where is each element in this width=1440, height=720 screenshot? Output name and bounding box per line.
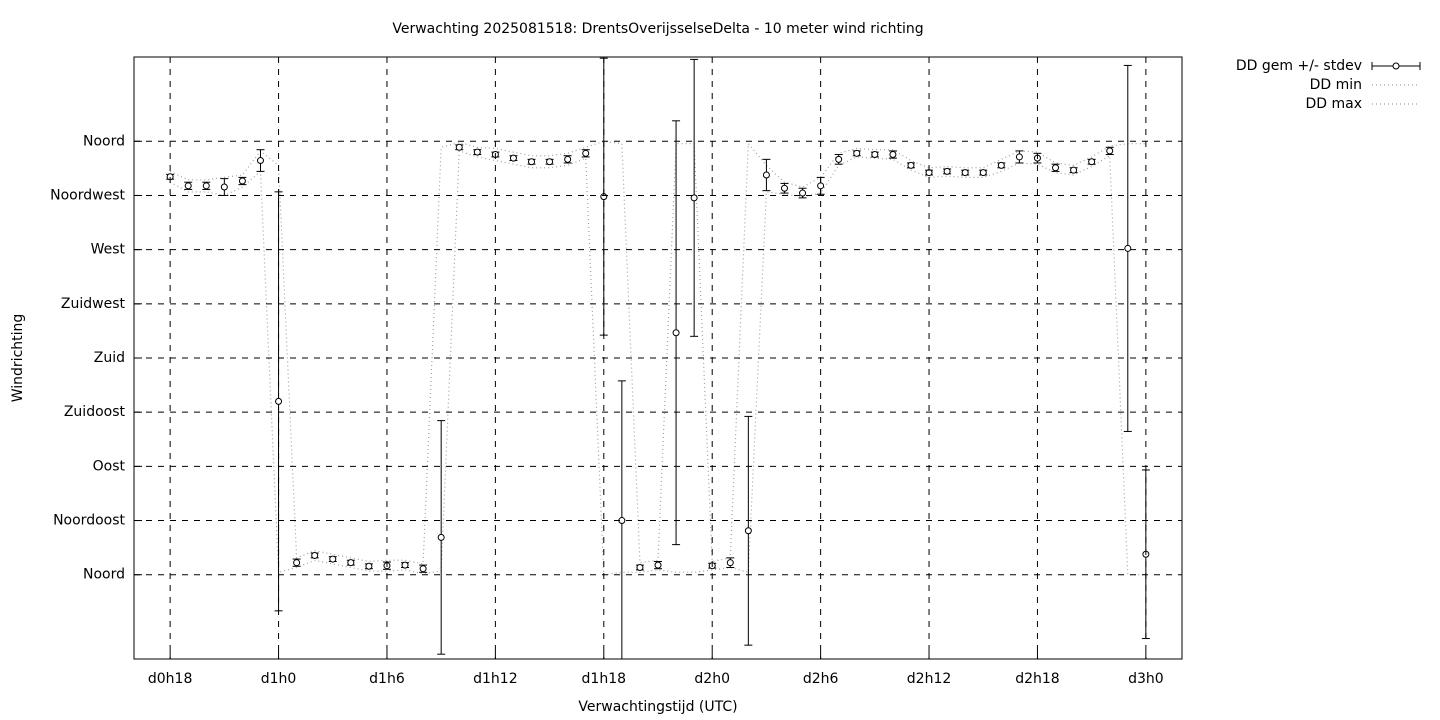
mean-point [419,565,427,573]
mean-point [1052,164,1060,172]
y-tick-label: Noordoost [53,513,125,529]
mean-point [799,189,807,197]
mean-point [365,562,373,570]
mean-point [202,182,210,190]
range-line [169,140,1146,565]
x-tick-label: d2h18 [1015,671,1059,687]
y-axis-label: Windrichting [10,314,26,403]
mean-point [582,149,590,157]
x-axis-label: Verwachtingstijd (UTC) [578,699,737,715]
mean-point [979,169,987,177]
mean-point [220,183,228,191]
mean-point [256,157,264,165]
mean-point [564,155,572,163]
mean-point [509,154,517,162]
y-tick-label: Zuid [94,350,125,366]
mean-point [961,169,969,177]
mean-point [853,149,861,157]
mean-point [455,143,463,151]
mean-point [871,151,879,159]
y-tick-label: Noord [83,133,125,149]
mean-point [654,561,662,569]
mean-point [780,184,788,192]
mean-point [546,158,554,166]
mean-point [889,151,897,159]
mean-point [835,155,843,163]
mean-point [293,559,301,567]
x-tick-label: d2h0 [694,671,730,687]
mean-point [636,563,644,571]
mean-point [311,551,319,559]
y-tick-label: Noord [83,567,125,583]
range-line [169,150,1146,576]
mean-point [817,182,825,190]
legend-label: DD max [1305,96,1362,112]
y-tick-label: Zuidoost [64,404,126,420]
mean-point [943,167,951,175]
mean-point [238,177,246,185]
y-tick-label: West [91,242,126,258]
x-tick-label: d3h0 [1128,671,1164,687]
mean-point [275,397,283,405]
x-tick-label: d1h18 [582,671,626,687]
x-tick-label: d1h12 [473,671,517,687]
mean-point [1124,244,1132,252]
mean-point [401,561,409,569]
legend-swatch [1392,62,1400,70]
x-tick-label: d1h0 [261,671,297,687]
x-tick-label: d2h6 [803,671,839,687]
mean-point [1015,153,1023,161]
legend-label: DD gem +/- stdev [1236,58,1362,74]
x-tick-label: d0h18 [148,671,192,687]
mean-point [762,171,770,179]
x-tick-label: d2h12 [907,671,951,687]
mean-point [347,559,355,567]
x-tick-label: d1h6 [369,671,405,687]
mean-point [672,329,680,337]
mean-point [329,555,337,563]
y-tick-label: Oost [93,458,126,474]
mean-point [1088,158,1096,166]
y-tick-label: Zuidwest [61,296,126,312]
mean-point [726,559,734,567]
mean-point [437,533,445,541]
mean-point [528,158,536,166]
mean-point [997,161,1005,169]
mean-point [1070,166,1078,174]
mean-point [690,194,698,202]
y-tick-label: Noordwest [50,187,125,203]
mean-point [473,148,481,156]
plot-area [166,57,1150,659]
chart-title: Verwachting 2025081518: DrentsOverijssel… [392,21,923,37]
mean-point [907,161,915,169]
legend-label: DD min [1310,77,1362,93]
mean-point [1106,147,1114,155]
mean-point [184,182,192,190]
mean-point [744,527,752,535]
